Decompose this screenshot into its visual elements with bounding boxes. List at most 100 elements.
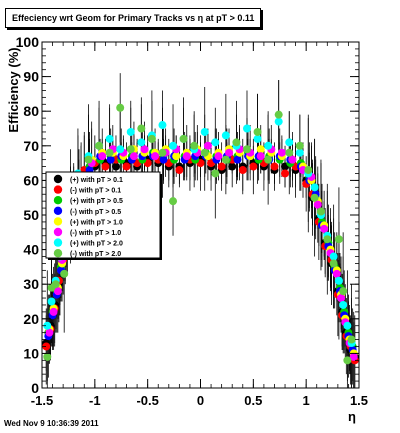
data-point — [147, 134, 156, 143]
legend-label: (-) with pT > 2.0 — [70, 251, 121, 258]
data-point — [225, 148, 234, 157]
y-tick-label: 30 — [23, 276, 39, 292]
data-point — [60, 269, 69, 278]
data-point — [285, 148, 294, 157]
data-point — [329, 259, 338, 268]
data-point — [126, 145, 135, 154]
data-point — [295, 148, 304, 157]
data-point — [53, 287, 62, 296]
data-point — [105, 148, 114, 157]
y-tick-label: 80 — [23, 103, 39, 119]
data-point — [51, 280, 60, 289]
x-tick-label: 1.5 — [350, 393, 368, 408]
legend-marker — [53, 217, 63, 226]
data-point — [105, 134, 114, 143]
data-point — [304, 166, 313, 175]
data-point — [232, 138, 241, 147]
y-tick-label: 10 — [23, 345, 39, 361]
legend-label: (+) with pT > 1.0 — [70, 219, 123, 226]
data-point — [43, 321, 52, 330]
data-point — [49, 307, 58, 316]
data-point — [329, 252, 338, 261]
data-point — [242, 145, 251, 154]
y-tick-label: 90 — [23, 69, 39, 85]
data-point — [140, 145, 149, 154]
legend-marker — [53, 227, 63, 237]
y-axis-label: Efficiency (%) — [6, 47, 21, 132]
data-point — [253, 134, 262, 143]
data-point — [256, 145, 265, 154]
data-point — [151, 152, 160, 161]
data-point — [337, 294, 346, 303]
data-point — [182, 152, 191, 161]
data-point — [221, 131, 230, 140]
data-point — [172, 152, 181, 161]
data-point — [242, 124, 251, 133]
data-point — [238, 166, 247, 175]
data-point — [175, 166, 184, 175]
data-point — [253, 127, 262, 136]
data-point — [42, 342, 51, 351]
data-point — [221, 155, 230, 164]
data-point — [47, 297, 56, 306]
x-tick-label: 1 — [303, 393, 310, 408]
data-point — [158, 121, 167, 130]
chart-title: Effeciency wrt Geom for Primary Tracks v… — [5, 8, 262, 28]
x-tick-label: 0 — [197, 393, 204, 408]
y-tick-label: 0 — [31, 380, 39, 396]
data-point — [169, 197, 178, 206]
y-tick-label: 100 — [16, 34, 40, 50]
data-point — [256, 152, 265, 161]
data-point — [339, 287, 348, 296]
data-point — [126, 127, 135, 136]
data-point — [285, 138, 294, 147]
legend-marker — [53, 249, 63, 258]
data-point — [343, 356, 352, 365]
data-point — [339, 300, 348, 309]
footer-timestamp: Wed Nov 9 10:36:39 2011 — [4, 419, 99, 428]
chart-title-text: Effeciency wrt Geom for Primary Tracks v… — [12, 13, 255, 23]
x-tick-label: -0.5 — [136, 393, 158, 408]
x-tick-label: -1 — [89, 393, 101, 408]
data-point — [295, 141, 304, 150]
data-point — [158, 148, 167, 157]
data-point — [101, 162, 110, 171]
data-point — [323, 235, 332, 244]
data-point — [233, 155, 242, 164]
legend-label: (+) with pT > 0.5 — [70, 198, 123, 205]
data-point — [343, 321, 352, 330]
data-point — [310, 183, 319, 192]
data-point — [281, 169, 290, 178]
data-point — [200, 148, 209, 157]
legend-marker — [53, 185, 63, 194]
data-point — [169, 141, 178, 150]
data-point — [332, 269, 341, 278]
data-point — [203, 141, 212, 150]
data-point — [310, 193, 319, 202]
data-point — [116, 145, 125, 154]
data-point — [277, 148, 286, 157]
data-point — [43, 352, 52, 361]
data-point — [270, 162, 279, 171]
data-point — [106, 155, 115, 164]
data-point — [316, 207, 325, 216]
data-point — [190, 141, 199, 150]
data-point — [264, 141, 273, 150]
data-point — [349, 352, 358, 361]
data-point — [274, 117, 283, 126]
legend: (+) with pT > 0.1 (-) with pT > 0.1 (+) wi… — [45, 171, 162, 260]
data-point — [98, 152, 107, 161]
data-point — [159, 155, 168, 164]
data-point — [200, 127, 209, 136]
y-tick-label: 70 — [23, 138, 39, 154]
data-point — [264, 155, 273, 164]
data-point — [288, 155, 297, 164]
legend-box — [45, 171, 161, 259]
legend-label: (+) with pT > 2.0 — [70, 241, 123, 248]
data-point — [137, 124, 146, 133]
data-point — [116, 103, 125, 112]
data-point — [84, 155, 93, 164]
data-point — [320, 224, 329, 233]
legend-label: (-) with pT > 0.5 — [70, 209, 121, 216]
